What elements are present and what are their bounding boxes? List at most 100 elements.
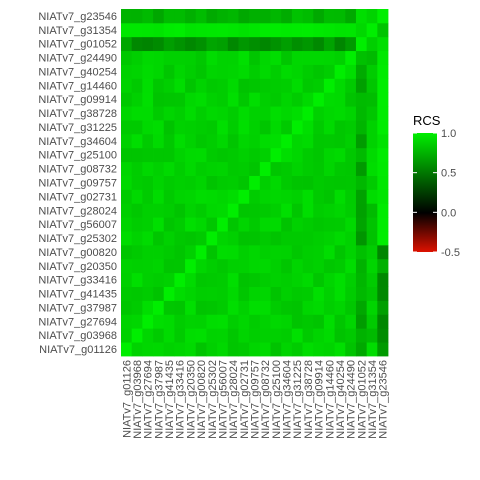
y-tick-label: NIATv7_g00820 (38, 247, 117, 259)
heatmap-cell (334, 217, 346, 232)
heatmap-cell (195, 272, 207, 287)
heatmap-cell (227, 189, 239, 204)
heatmap-cell (355, 286, 368, 301)
heatmap-cell (323, 300, 335, 315)
heatmap-cell (195, 300, 207, 315)
heatmap-cell (377, 217, 389, 232)
heatmap-cell (153, 147, 165, 163)
heatmap-cell (313, 342, 325, 357)
heatmap-cell (131, 64, 143, 79)
heatmap-cell (153, 78, 165, 93)
heatmap-cell (163, 64, 175, 79)
heatmap-cell (185, 50, 197, 65)
heatmap-cell (153, 314, 165, 329)
heatmap-cell (291, 258, 303, 274)
heatmap-cell (323, 231, 335, 246)
heatmap-cell (345, 328, 357, 343)
x-tick-label: NIATv7_g41435 (164, 360, 176, 439)
heatmap-cell (227, 78, 239, 93)
heatmap-cell (377, 300, 389, 315)
heatmap-cell (259, 92, 271, 107)
heatmap-cell (174, 328, 186, 343)
heatmap-cell (238, 189, 250, 204)
heatmap-cell (366, 272, 378, 287)
heatmap-cell (153, 22, 165, 38)
heatmap-cell (174, 203, 186, 218)
heatmap-cell (377, 36, 389, 52)
heatmap-cell (270, 22, 282, 38)
heatmap-cell (334, 189, 346, 204)
heatmap-cell (206, 64, 218, 79)
heatmap-cell (302, 231, 314, 246)
legend-ticks: 1.0 0.5 0.0 -0.5 (413, 128, 460, 259)
heatmap-cell (195, 22, 207, 38)
heatmap-cell (291, 217, 303, 232)
heatmap-cell (195, 120, 207, 135)
heatmap-cell (238, 78, 250, 93)
x-tick-label: NIATv7_g31225 (292, 360, 304, 439)
heatmap-cell (206, 258, 218, 274)
heatmap-cell (291, 244, 303, 260)
heatmap-cell (377, 106, 389, 121)
heatmap-cell (195, 147, 207, 163)
heatmap-cell (174, 161, 186, 176)
heatmap-cell (195, 78, 207, 93)
heatmap-cell (270, 328, 282, 343)
heatmap-cell (174, 286, 186, 301)
heatmap-cell (238, 50, 250, 65)
x-tick-label: NIATv7_g23546 (378, 360, 390, 439)
x-tick-label: NIATv7_g09757 (250, 360, 262, 439)
heatmap-cell (270, 36, 282, 52)
heatmap-cell (163, 258, 175, 274)
heatmap-cell (195, 342, 207, 357)
heatmap-cell (323, 286, 335, 301)
heatmap-cell (291, 286, 303, 301)
heatmap-cell (217, 217, 229, 232)
heatmap-cell (377, 147, 389, 163)
heatmap-cell (259, 36, 271, 52)
heatmap-cell (259, 50, 271, 65)
heatmap-cell (281, 36, 293, 52)
heatmap-cell (206, 217, 218, 232)
heatmap-cell (142, 161, 154, 176)
heatmap-cell (142, 133, 154, 149)
heatmap-cell (163, 272, 175, 287)
heatmap-cell (227, 203, 239, 218)
heatmap-cell (142, 36, 154, 52)
heatmap-cell (174, 272, 186, 287)
y-tick-label: NIATv7_g03968 (38, 330, 117, 342)
heatmap-cell (185, 175, 197, 190)
heatmap-cell (206, 314, 218, 329)
heatmap-cell (142, 50, 154, 65)
heatmap-cell (163, 9, 175, 24)
heatmap-cell (174, 147, 186, 163)
heatmap-cell (313, 50, 325, 65)
heatmap-cell (355, 189, 368, 204)
heatmap-cell (313, 175, 325, 190)
heatmap-cell (313, 258, 325, 274)
heatmap-cell (217, 161, 229, 176)
heatmap-cell (366, 286, 378, 301)
heatmap-cell (174, 217, 186, 232)
heatmap-cell (217, 286, 229, 301)
heatmap-cell (270, 147, 282, 163)
heatmap-cell (163, 189, 175, 204)
y-tick-label: NIATv7_g01052 (38, 39, 117, 51)
y-tick-label: NIATv7_g28024 (38, 205, 117, 217)
heatmap-cell (345, 314, 357, 329)
heatmap-cell (153, 300, 165, 315)
heatmap-cell (345, 133, 357, 149)
heatmap-cell (259, 22, 271, 38)
legend-tick-label: 0.0 (441, 207, 456, 219)
heatmap-cell (227, 231, 239, 246)
heatmap-cell (238, 258, 250, 274)
heatmap-cell (366, 92, 378, 107)
heatmap-cell (174, 314, 186, 329)
heatmap-cell (217, 231, 229, 246)
heatmap-cell (142, 258, 154, 274)
heatmap-cell (142, 78, 154, 93)
heatmap-cell (259, 78, 271, 93)
heatmap-cell (185, 189, 197, 204)
heatmap-cell (313, 272, 325, 287)
heatmap-cell (217, 189, 229, 204)
